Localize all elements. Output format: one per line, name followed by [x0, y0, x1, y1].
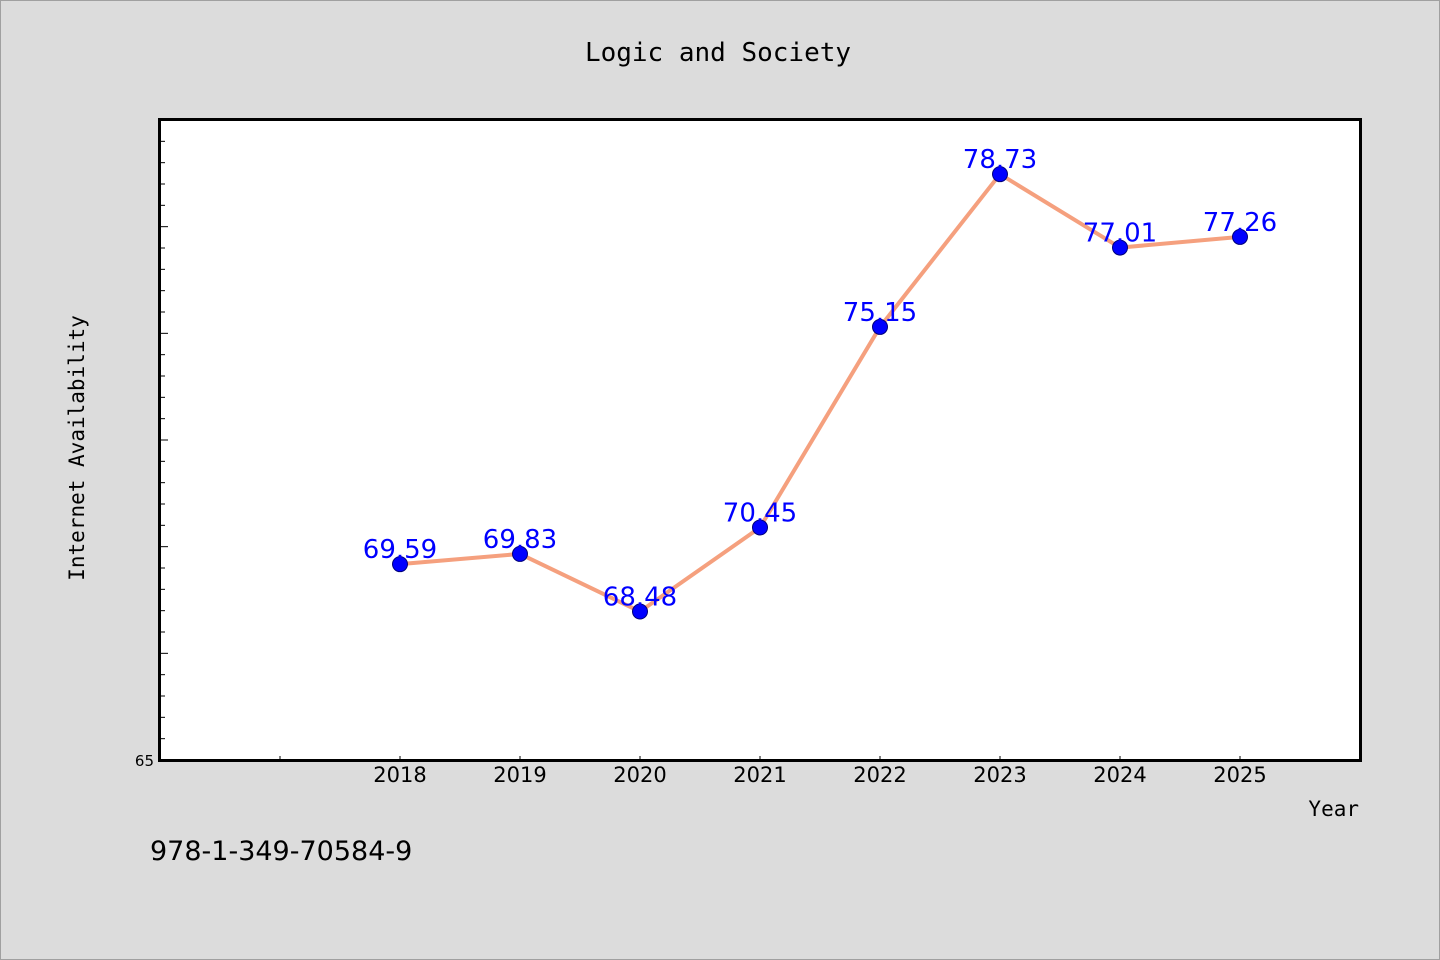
data-point-marker	[1232, 228, 1248, 245]
plot-area	[158, 118, 1362, 762]
data-point-marker	[752, 519, 768, 536]
x-axis-label: Year	[1308, 797, 1359, 821]
chart-title: Logic and Society	[585, 38, 851, 68]
data-label: 77.26	[1203, 208, 1277, 238]
data-label: 69.59	[363, 535, 437, 565]
series-layer: 69.59 69.83 68.48 70.45 75.15 78.73 77.01 77.26	[363, 145, 1277, 620]
x-tick-label: 2024	[1093, 763, 1146, 787]
x-axis-ticks: 2018 2019 2020 2021 2022 2023 2024 2025	[279, 756, 1267, 787]
data-point-marker	[992, 166, 1008, 183]
data-label: 69.83	[483, 525, 557, 555]
y-axis-ticks: 65	[135, 119, 168, 770]
y-tick-label: 65	[135, 752, 154, 770]
data-label: 78.73	[963, 145, 1037, 175]
x-tick-label: 2019	[493, 763, 546, 787]
footnote-isbn: 978-1-349-70584-9	[150, 836, 413, 867]
x-tick-label: 2025	[1213, 763, 1266, 787]
data-label: 77.01	[1083, 219, 1157, 249]
x-tick-label: 2018	[373, 763, 426, 787]
data-label: 75.15	[843, 298, 917, 328]
data-label: 70.45	[723, 498, 797, 528]
series-line	[399, 172, 1241, 614]
data-point-marker	[512, 545, 528, 562]
y-axis-label: Internet Availability	[65, 315, 89, 581]
x-tick-label: 2020	[613, 763, 666, 787]
data-label: 68.48	[603, 583, 677, 613]
x-tick-label: 2023	[973, 763, 1026, 787]
x-tick-label: 2022	[853, 763, 906, 787]
data-point-marker	[392, 556, 408, 573]
data-point-marker	[1112, 239, 1128, 256]
data-point-marker	[632, 603, 648, 620]
x-tick-label: 2021	[733, 763, 786, 787]
data-point-marker	[872, 318, 888, 335]
